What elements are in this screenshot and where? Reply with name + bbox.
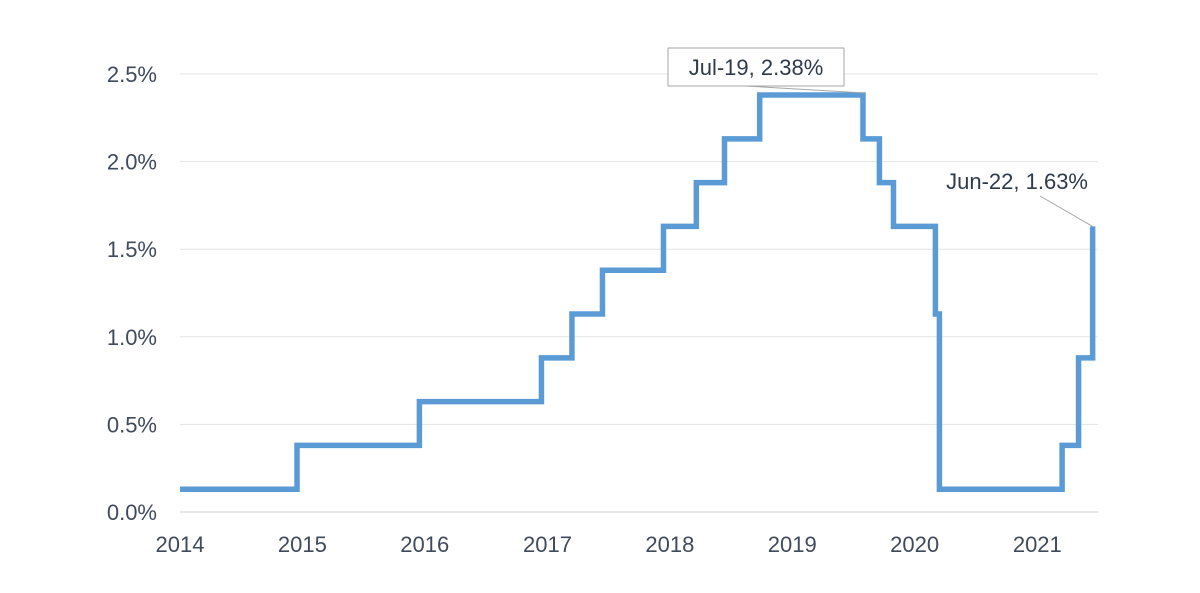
y-tick-label: 0.5% xyxy=(107,412,157,437)
series-line xyxy=(180,92,1096,492)
x-tick-label: 2017 xyxy=(523,532,572,557)
x-tick-label: 2020 xyxy=(890,532,939,557)
x-tick-label: 2021 xyxy=(1013,532,1062,557)
y-tick-label: 2.5% xyxy=(107,62,157,87)
gridlines xyxy=(180,73,1098,425)
y-tick-label: 1.0% xyxy=(107,325,157,350)
x-tick-label: 2014 xyxy=(156,532,205,557)
x-axis-ticks: 2014 2015 2016 2017 2018 2019 2020 2021 xyxy=(156,532,1062,557)
annotation-box xyxy=(667,47,845,87)
y-tick-label: 2.0% xyxy=(107,150,157,175)
annotation-label: Jun-22, 1.63% xyxy=(946,169,1088,194)
annotations: Jul-19, 2.38% Jun-22, 1.63% xyxy=(667,47,1093,227)
y-tick-label: 0.0% xyxy=(107,500,157,525)
annotation-label: Jul-19, 2.38% xyxy=(689,55,824,80)
annotation-leader xyxy=(745,85,865,94)
x-tick-label: 2016 xyxy=(400,532,449,557)
annotation-leader xyxy=(1039,195,1093,227)
x-tick-label: 2018 xyxy=(645,532,694,557)
x-tick-label: 2015 xyxy=(278,532,327,557)
series xyxy=(180,92,1096,492)
y-axis-ticks: 0.0% 0.5% 1.0% 1.5% 2.0% 2.5% xyxy=(107,62,157,525)
y-tick-label: 1.5% xyxy=(107,237,157,262)
x-tick-label: 2019 xyxy=(768,532,817,557)
